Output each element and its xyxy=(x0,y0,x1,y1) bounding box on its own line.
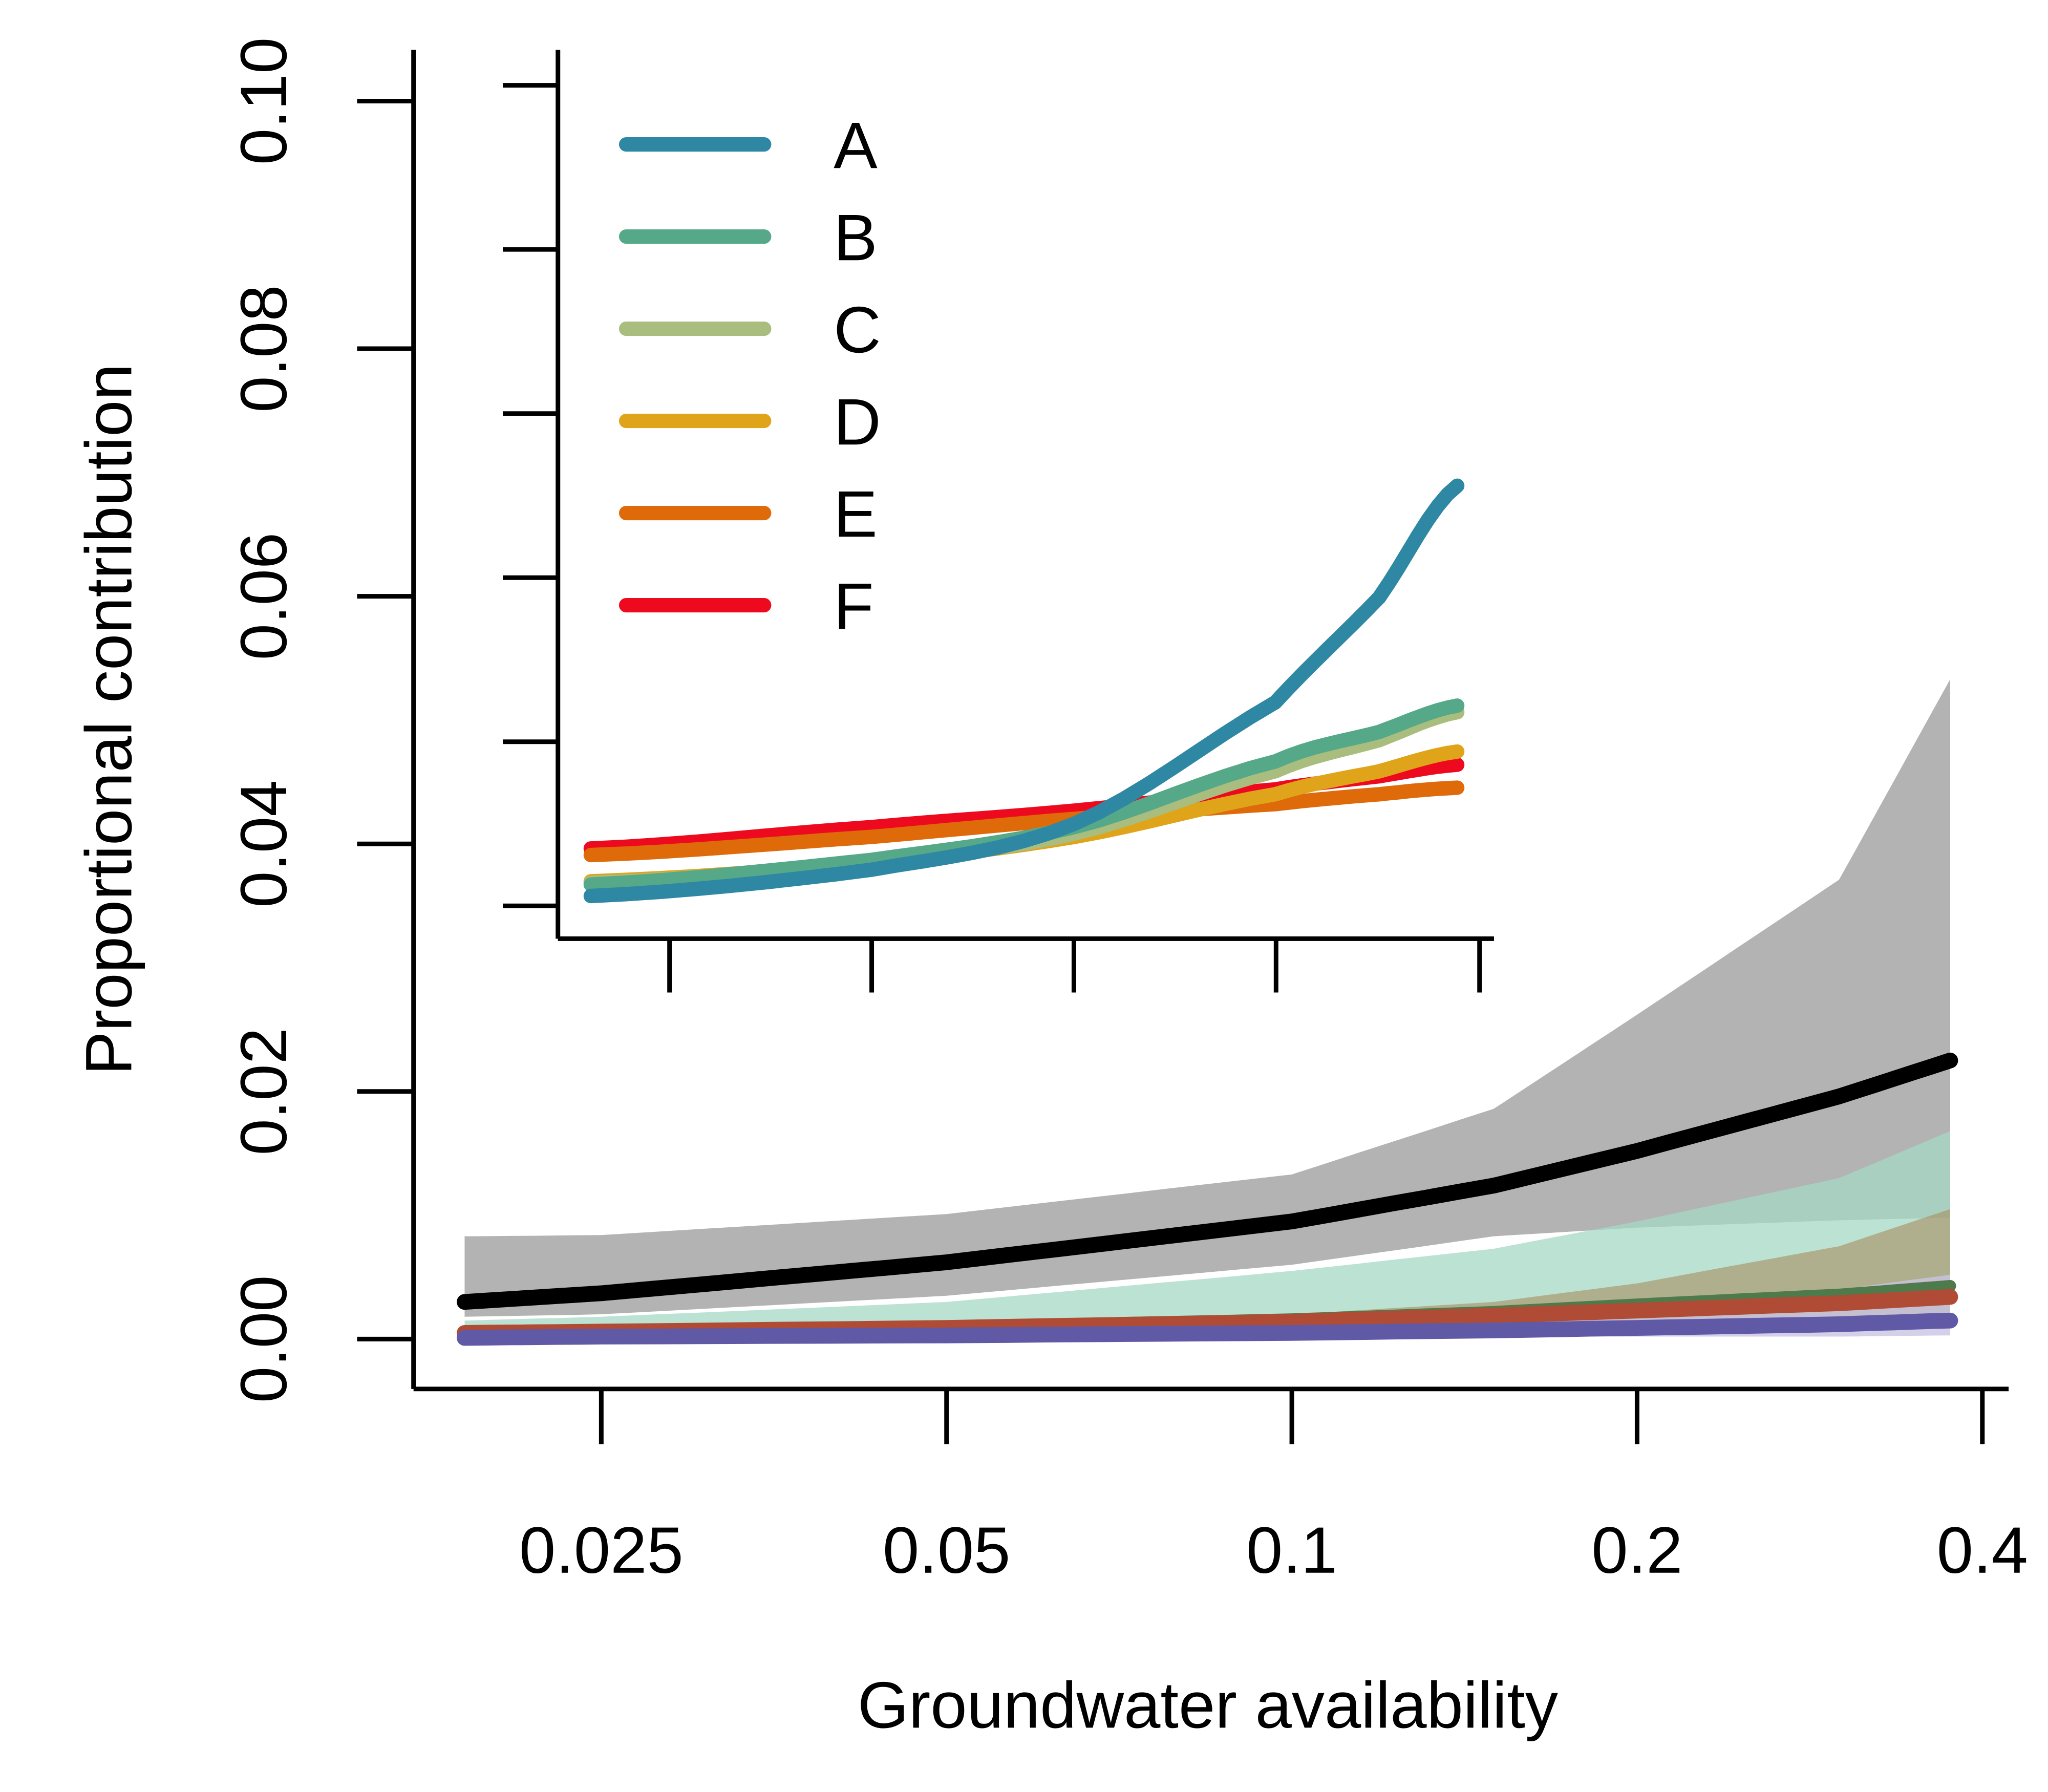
x-axis-label: Groundwater availability xyxy=(858,1669,1558,1742)
x-tick-label: 0.1 xyxy=(1246,1514,1337,1587)
x-tick-label: 0.025 xyxy=(519,1514,684,1587)
y-tick-label: 0.06 xyxy=(227,532,301,660)
legend-label-F: F xyxy=(834,570,873,643)
legend-label-B: B xyxy=(834,201,878,274)
main-x-ticks: 0.025 0.05 0.1 0.2 0.4 xyxy=(519,1389,2028,1587)
band-teal-band xyxy=(464,1131,1950,1334)
main-lines xyxy=(457,1052,1958,1346)
main-y-ticks: 0.00 0.02 0.04 0.06 0.08 0.10 xyxy=(227,37,414,1403)
x-tick-label: 0.4 xyxy=(1937,1514,2028,1587)
y-tick-label: 0.10 xyxy=(227,37,301,165)
y-tick-label: 0.08 xyxy=(227,285,301,412)
inset-axes xyxy=(556,50,1494,941)
legend-label-C: C xyxy=(834,293,881,367)
legend-label-A: A xyxy=(834,109,878,182)
y-tick-label: 0.00 xyxy=(227,1275,301,1403)
inset-ticks xyxy=(503,83,1482,993)
purple-line xyxy=(457,1312,1958,1346)
inset-lines xyxy=(583,478,1465,904)
x-tick-label: 0.2 xyxy=(1591,1514,1682,1587)
x-tick-label: 0.05 xyxy=(883,1514,1011,1587)
inset-line-B xyxy=(583,698,1465,892)
y-tick-label: 0.04 xyxy=(227,780,301,908)
legend-label-E: E xyxy=(834,478,878,551)
y-axis-label: Proportional contribution xyxy=(72,364,145,1075)
y-tick-label: 0.02 xyxy=(227,1028,301,1155)
inset-line-A xyxy=(583,478,1465,904)
legend-label-D: D xyxy=(834,386,881,459)
main-axes xyxy=(411,50,2009,1392)
total-line xyxy=(457,1052,1958,1310)
